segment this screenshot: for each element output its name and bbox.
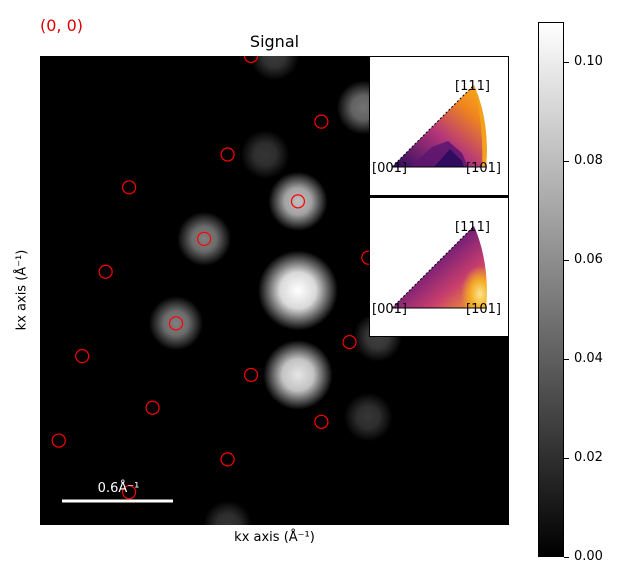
ipf-triangle-top (391, 84, 487, 168)
peak-marker-10[interactable] (75, 349, 90, 364)
peak-marker-12[interactable] (145, 400, 160, 415)
diffraction-spot-8 (343, 392, 393, 442)
colorbar-tick-label: 0.02 (574, 449, 603, 465)
peak-marker-5[interactable] (197, 231, 212, 247)
colorbar-tick-label: 0.10 (574, 53, 603, 69)
diffraction-spot-4 (177, 211, 232, 266)
peak-marker-8[interactable] (168, 316, 184, 331)
peak-marker-15[interactable] (220, 452, 235, 467)
ipf-top-label-101: [101] (466, 161, 501, 176)
colorbar-tick-mark (564, 259, 569, 261)
peak-marker-2[interactable] (220, 147, 235, 162)
scale-bar-label: 0.6Å⁻¹ (97, 481, 140, 496)
peak-marker-11[interactable] (243, 367, 259, 383)
diffraction-spot-7 (240, 130, 290, 179)
peak-marker-16[interactable] (122, 485, 137, 500)
y-axis-label: kx axis (Å⁻¹) (14, 249, 30, 331)
diffraction-spot-11 (203, 500, 252, 525)
ipf-top-label-111: [111] (455, 79, 490, 94)
peak-marker-1[interactable] (314, 114, 329, 129)
peak-markers-layer (51, 56, 376, 500)
colorbar-tick-mark (564, 160, 569, 162)
colorbar-tick-label: 0.08 (574, 152, 603, 168)
colorbar-tick-mark (564, 61, 569, 63)
chart-title: Signal (249, 32, 300, 51)
colorbar-tick-mark (564, 358, 569, 360)
diffraction-spot-1 (263, 340, 333, 410)
peak-marker-14[interactable] (51, 433, 66, 448)
diffraction-spot-2 (268, 171, 328, 231)
ipf-bottom-label-101: [101] (466, 302, 501, 317)
diffraction-spot-5 (149, 296, 204, 351)
colorbar-tick-mark (564, 457, 569, 459)
colorbar (538, 22, 564, 557)
ipf-triangle-bottom (391, 225, 487, 309)
ipf-inset-bottom: [111] [001] [101] (369, 197, 509, 337)
diffraction-spot-0 (257, 250, 338, 331)
peak-marker-3[interactable] (122, 180, 137, 195)
ipf-bottom-label-001: [001] (372, 302, 407, 317)
diffraction-spot-6 (250, 56, 299, 81)
x-axis-label: kx axis (Å⁻¹) (234, 530, 315, 545)
peak-marker-9[interactable] (342, 334, 357, 350)
colorbar-tick-mark (564, 557, 569, 558)
peak-marker-13[interactable] (314, 414, 329, 429)
peak-marker-6[interactable] (98, 264, 113, 279)
peak-marker-0[interactable] (243, 56, 259, 64)
peak-marker-4[interactable] (290, 194, 306, 209)
colorbar-tick-label: 0.06 (574, 251, 603, 267)
colorbar-ticks: 0.00 0.02 0.04 0.06 0.08 0.10 (564, 22, 634, 564)
ipf-top-label-001: [001] (372, 161, 407, 176)
colorbar-tick-label: 0.04 (574, 350, 603, 366)
colorbar-tick-label: 0.00 (574, 549, 603, 564)
coordinate-readout: (0, 0) (40, 16, 84, 35)
ipf-inset-top: [111] [001] [101] (369, 56, 509, 196)
ipf-bottom-label-111: [111] (455, 220, 490, 235)
